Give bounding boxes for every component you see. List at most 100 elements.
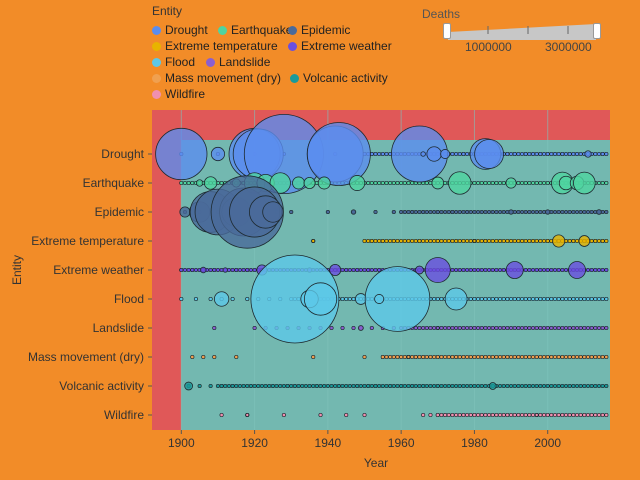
data-point: [267, 383, 272, 389]
data-point: [435, 209, 440, 215]
data-point: [179, 267, 184, 273]
data-point: [582, 354, 587, 360]
data-point: [556, 325, 561, 331]
data-point: [432, 209, 437, 215]
data-point: [505, 238, 510, 244]
data-point: [380, 180, 385, 186]
data-point: [604, 325, 609, 331]
data-point: [585, 296, 591, 302]
data-point: [307, 383, 312, 389]
data-point: [450, 412, 455, 418]
data-point: [552, 209, 558, 215]
legend-item[interactable]: Landslide: [206, 55, 270, 69]
data-point: [476, 325, 481, 331]
data-point: [531, 383, 536, 389]
data-point: [589, 267, 594, 273]
data-point: [578, 151, 583, 157]
data-point: [472, 180, 477, 186]
data-point: [527, 412, 532, 418]
data-point: [582, 325, 587, 331]
data-point: [472, 325, 477, 331]
data-point: [325, 383, 330, 389]
data-point: [193, 296, 199, 302]
data-point: [516, 238, 521, 244]
data-point: [505, 177, 517, 189]
data-point: [443, 354, 448, 360]
data-point: [237, 383, 242, 389]
data-point: [186, 180, 191, 186]
data-point: [439, 325, 444, 331]
x-tick-label: 2000: [534, 436, 561, 450]
size-slider-max-handle[interactable]: [593, 23, 601, 39]
data-point: [604, 383, 609, 389]
data-point: [604, 209, 609, 215]
data-point: [208, 383, 213, 389]
data-point: [516, 180, 521, 186]
data-point: [219, 180, 224, 186]
y-tick-label: Flood: [114, 292, 144, 306]
legend-item[interactable]: Earthquake: [218, 23, 292, 37]
data-point: [512, 151, 517, 157]
data-point: [512, 296, 517, 302]
data-point: [450, 238, 455, 244]
data-point: [549, 412, 554, 418]
data-point: [424, 354, 429, 360]
data-point: [512, 238, 517, 244]
data-point: [505, 354, 510, 360]
legend-swatch: [206, 58, 215, 67]
data-point: [527, 267, 532, 273]
legend-item[interactable]: Drought: [152, 23, 208, 37]
data-point: [476, 238, 481, 244]
data-point: [531, 296, 536, 302]
data-point: [520, 325, 525, 331]
data-point: [552, 354, 558, 360]
data-point: [604, 151, 609, 157]
data-point: [549, 151, 554, 157]
data-point: [509, 383, 514, 389]
data-point: [552, 325, 558, 331]
data-point: [241, 383, 246, 389]
data-point: [585, 325, 591, 331]
data-point: [461, 412, 466, 418]
data-point: [468, 412, 473, 418]
data-point: [377, 238, 382, 244]
data-point: [373, 209, 378, 215]
data-point: [259, 383, 264, 389]
data-point: [457, 151, 462, 157]
data-point: [556, 354, 561, 360]
data-point: [285, 383, 290, 389]
data-point: [563, 325, 569, 331]
data-point: [582, 209, 587, 215]
data-point: [476, 209, 481, 215]
data-point: [596, 383, 602, 389]
data-point: [545, 325, 550, 331]
data-point: [461, 354, 466, 360]
data-point: [155, 127, 208, 181]
data-point: [512, 354, 517, 360]
data-point: [531, 325, 536, 331]
data-point: [604, 238, 609, 244]
data-point: [252, 267, 257, 273]
data-point: [186, 267, 191, 273]
legend-item[interactable]: Extreme weather: [288, 39, 392, 53]
data-point: [494, 209, 499, 215]
legend-item[interactable]: Extreme temperature: [152, 39, 278, 53]
data-point: [380, 238, 385, 244]
data-point: [589, 354, 594, 360]
size-slider-min-handle[interactable]: [443, 23, 451, 39]
legend-item[interactable]: Flood: [152, 55, 195, 69]
data-point: [402, 180, 407, 186]
legend-item[interactable]: Epidemic: [288, 23, 350, 37]
legend-item[interactable]: Mass movement (dry): [152, 71, 281, 85]
data-point: [578, 325, 583, 331]
data-point: [417, 354, 422, 360]
data-point: [571, 412, 576, 418]
legend-item[interactable]: Wildfire: [152, 87, 205, 101]
data-point: [461, 238, 466, 244]
legend-item[interactable]: Volcanic activity: [290, 71, 388, 85]
data-point: [494, 238, 499, 244]
data-point: [574, 354, 580, 360]
legend-swatch: [288, 26, 297, 35]
data-point: [399, 238, 404, 244]
data-point: [531, 267, 536, 273]
